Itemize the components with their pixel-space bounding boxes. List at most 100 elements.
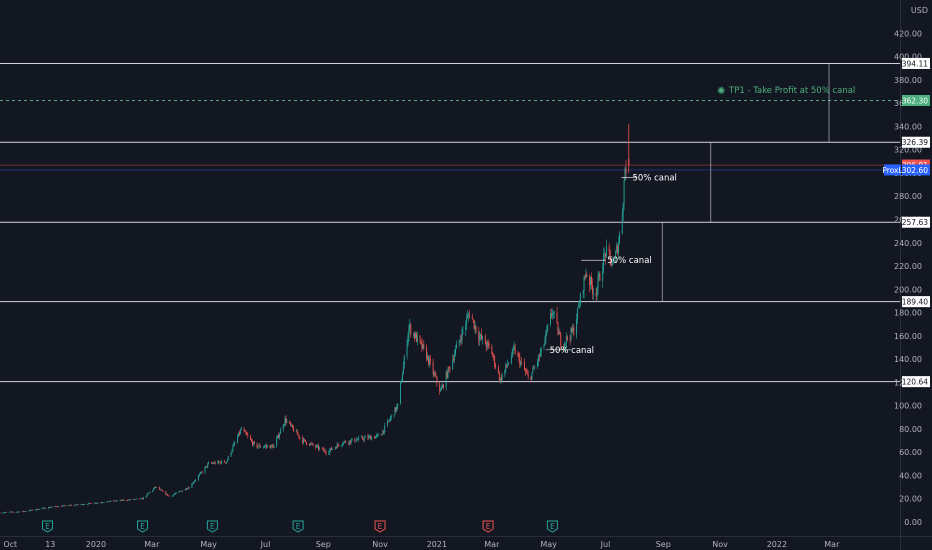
candle-body <box>279 429 281 435</box>
candle-body <box>295 430 297 432</box>
candle-body <box>62 505 64 507</box>
candle-body <box>486 341 488 348</box>
candle-body <box>453 359 455 361</box>
candle-body <box>36 509 38 510</box>
candle-body <box>283 424 285 427</box>
earnings-event-marker[interactable]: E <box>482 520 494 533</box>
candle-body <box>181 491 183 492</box>
candle-body <box>43 507 45 509</box>
candle-body <box>341 444 343 446</box>
event-label: E <box>486 522 491 531</box>
candle-body <box>605 253 606 257</box>
candle-body <box>15 512 17 513</box>
candle-body <box>220 462 222 464</box>
candle-body <box>57 506 59 508</box>
candle-body <box>114 500 116 502</box>
candle-body <box>239 429 241 434</box>
candle-body <box>115 500 116 502</box>
candle-body <box>550 313 551 325</box>
candle-body <box>484 336 486 345</box>
candle-body <box>81 504 83 505</box>
candle-body <box>171 495 173 497</box>
candle-body <box>50 507 52 508</box>
candle-body <box>345 441 347 443</box>
candle-body <box>488 343 490 347</box>
candle-body <box>367 436 369 439</box>
earnings-event-marker[interactable]: E <box>546 520 558 533</box>
candle-body <box>468 314 469 316</box>
earnings-event-marker[interactable]: E <box>206 520 218 533</box>
candle-body <box>338 444 340 446</box>
event-label: E <box>378 522 383 531</box>
candle-body <box>136 498 138 500</box>
earnings-event-marker[interactable]: E <box>42 520 54 533</box>
candle-body <box>179 491 181 492</box>
candle-body <box>364 436 366 438</box>
candle-body <box>565 336 567 344</box>
candle-body <box>355 441 357 442</box>
candle-body <box>304 439 306 440</box>
candle-body <box>277 435 279 439</box>
earnings-event-marker[interactable]: E <box>137 520 149 533</box>
candle-body <box>615 251 617 262</box>
candle-body <box>83 504 85 506</box>
candle-body <box>597 277 599 289</box>
candle-body <box>330 448 332 451</box>
candle-body <box>77 504 79 505</box>
candle-body <box>230 452 232 457</box>
candle-body <box>317 445 319 447</box>
x-tick-label: 2021 <box>427 540 447 549</box>
candle-body <box>9 511 11 513</box>
candle-body <box>467 315 469 318</box>
candle-body <box>227 456 229 460</box>
earnings-event-marker[interactable]: E <box>374 520 386 533</box>
y-tick-label: 100.00 <box>894 402 922 411</box>
candle-body <box>452 359 454 370</box>
x-tick-label: Nov <box>712 540 728 549</box>
candle-body <box>127 500 129 501</box>
candle-body <box>350 440 352 443</box>
candle-body <box>329 450 331 453</box>
candle-body <box>318 445 320 450</box>
candle-body <box>351 438 353 441</box>
candle-body <box>336 444 338 449</box>
price-badge <box>902 136 930 148</box>
candle-body <box>473 320 475 329</box>
candle-body <box>497 366 499 373</box>
earnings-event-marker[interactable]: E <box>292 520 304 533</box>
candle-body <box>185 488 187 490</box>
candle-body <box>622 203 624 216</box>
candle-body <box>316 445 318 448</box>
candle-body <box>578 305 580 306</box>
candle-body <box>377 434 379 436</box>
candle-body <box>342 443 344 445</box>
candle-body <box>282 426 284 430</box>
candle-body <box>344 441 346 443</box>
candle-body <box>449 367 451 370</box>
candle-body <box>166 493 168 495</box>
candle-body <box>260 447 262 448</box>
candle-body <box>271 444 273 446</box>
candle-body <box>207 463 209 467</box>
y-tick-label: 420.00 <box>894 29 922 38</box>
candle-body <box>303 439 305 443</box>
candle-body <box>96 503 98 504</box>
candle-body <box>589 276 591 286</box>
candle-body <box>539 352 541 357</box>
candle-body <box>238 432 239 437</box>
candle-body <box>279 434 280 438</box>
candle-body <box>596 288 598 297</box>
candle-body <box>231 450 233 453</box>
candle-body <box>617 245 619 253</box>
candle-body <box>165 491 167 495</box>
candle-body <box>201 472 203 473</box>
candle-body <box>455 348 456 355</box>
x-axis[interactable]: Oct 13 2020 Mar May Jul Sep Nov 2021 Mar May Jul Sep… <box>3 540 840 549</box>
candle-body <box>233 443 235 447</box>
candle-body <box>556 311 558 323</box>
candle-body <box>22 511 24 512</box>
event-shield-icon <box>374 520 386 533</box>
event-label: E <box>210 522 215 531</box>
tp-label: TP1 - Take Profit at 50% canal <box>728 86 855 96</box>
